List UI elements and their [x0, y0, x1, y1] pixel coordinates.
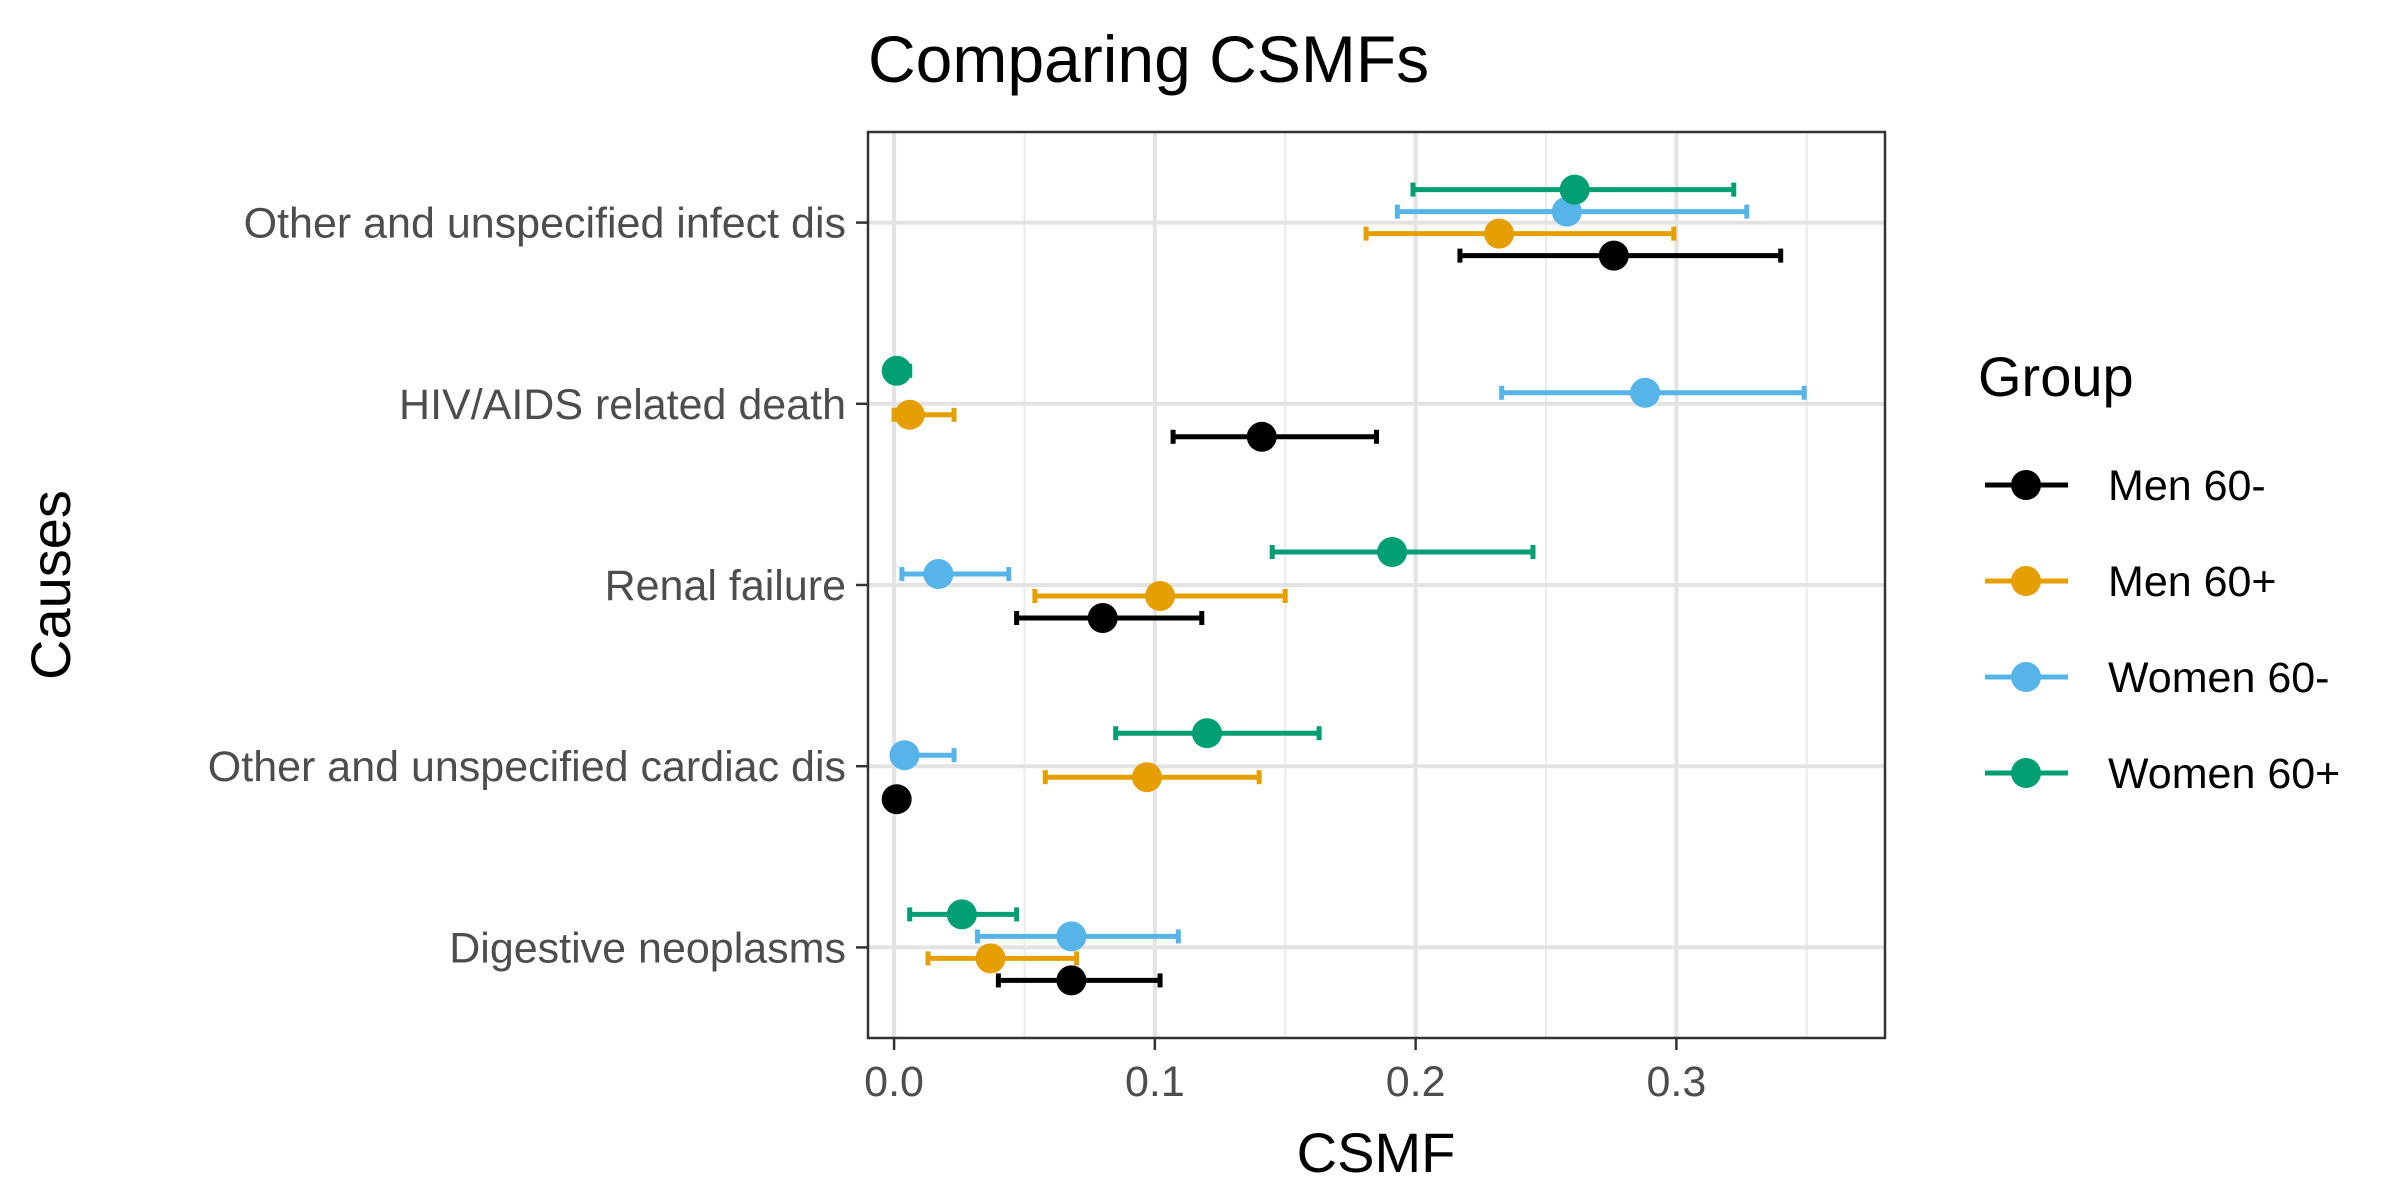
legend-label: Men 60- — [2108, 462, 2266, 510]
data-point — [1559, 174, 1590, 205]
data-point — [1630, 377, 1661, 408]
data-point — [946, 899, 977, 930]
y-tick-label: Renal failure — [605, 562, 846, 610]
data-point — [1246, 421, 1277, 452]
data-point — [894, 399, 925, 430]
data-point — [1192, 718, 1222, 749]
y-tick-label: Digestive neoplasms — [449, 924, 846, 972]
legend-label: Women 60- — [2108, 654, 2329, 702]
legend-key-point — [2011, 470, 2041, 500]
data-point — [1484, 218, 1515, 249]
data-point — [1056, 965, 1087, 996]
legend-label: Men 60+ — [2108, 558, 2277, 606]
chart-title: Comparing CSMFs — [868, 22, 1429, 96]
x-tick-label: 0.0 — [864, 1058, 924, 1106]
data-point — [975, 943, 1006, 974]
legend-item: Men 60+ — [1985, 558, 2277, 606]
y-tick-label: Other and unspecified infect dis — [244, 200, 846, 248]
y-tick-label: HIV/AIDS related death — [399, 381, 846, 429]
legend: Group Men 60- Men 60+ Women 60- Women 60+ — [1978, 345, 2340, 798]
data-point — [1145, 581, 1176, 611]
legend-title: Group — [1978, 345, 2134, 408]
legend-item: Women 60+ — [1985, 750, 2340, 798]
series-women-60- — [881, 174, 1737, 930]
axes: 0.0 0.1 0.2 0.3 Other and unspecified infect… — [208, 200, 1706, 1106]
data-layer — [881, 174, 1807, 996]
data-point — [889, 740, 920, 771]
data-point — [1377, 537, 1408, 567]
legend-key-point — [2011, 566, 2041, 596]
data-point — [1087, 603, 1118, 633]
x-tick-label: 0.1 — [1125, 1058, 1185, 1106]
series-men-60- — [891, 218, 1677, 974]
data-point — [1598, 240, 1629, 271]
legend-key-point — [2011, 662, 2041, 692]
x-tick-label: 0.2 — [1386, 1058, 1446, 1106]
x-axis-title: CSMF — [1297, 1121, 1456, 1184]
data-point — [1132, 762, 1163, 793]
series-men-60- — [881, 240, 1784, 996]
legend-label: Women 60+ — [2108, 750, 2340, 798]
data-point — [881, 355, 912, 386]
series-women-60- — [889, 196, 1807, 952]
data-point — [923, 559, 954, 589]
legend-key-point — [2011, 758, 2041, 788]
x-tick-label: 0.3 — [1646, 1058, 1706, 1106]
grid-lines — [868, 132, 1885, 1038]
legend-item: Women 60- — [1985, 654, 2329, 702]
data-point — [1056, 921, 1087, 952]
legend-item: Men 60- — [1985, 462, 2266, 510]
y-axis-title: Causes — [19, 490, 82, 680]
data-point — [881, 784, 912, 815]
y-tick-label: Other and unspecified cardiac dis — [208, 743, 846, 791]
